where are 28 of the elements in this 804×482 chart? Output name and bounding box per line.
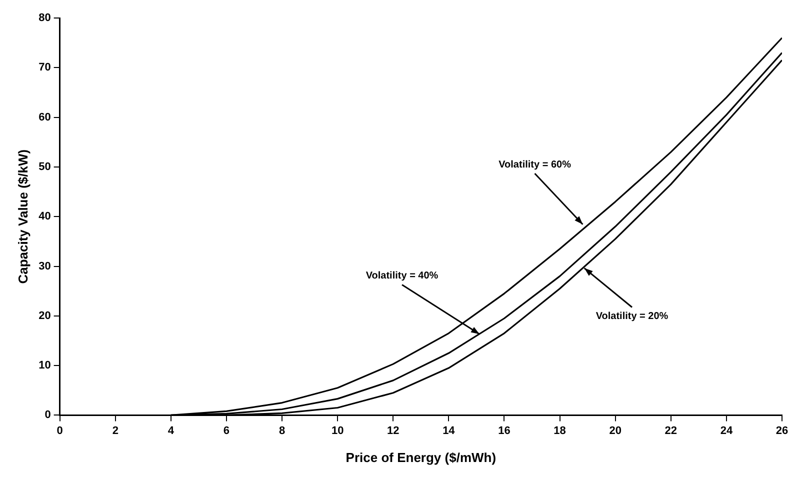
y-tick-label: 10 [38, 360, 51, 372]
x-axis-title: Price of Energy ($/mWh) [346, 450, 496, 465]
x-tick-label: 6 [223, 424, 230, 437]
y-tick-label: 70 [38, 62, 51, 74]
y-tick-label: 60 [38, 111, 51, 124]
x-tick-label: 2 [112, 424, 118, 437]
annotation: Volatility = 40% [366, 270, 438, 282]
x-tick-label: 16 [498, 424, 510, 437]
x-tick-label: 0 [56, 424, 63, 437]
y-tick-label: 80 [38, 12, 51, 24]
x-tick-label: 26 [776, 424, 788, 437]
y-tick-label: 50 [38, 160, 51, 173]
y-tick-label: 20 [38, 310, 51, 322]
y-tick-label: 30 [38, 260, 51, 272]
y-axis-title: Capacity Value ($/kW) [15, 149, 30, 284]
x-tick-label: 4 [168, 424, 175, 437]
x-tick-label: 22 [664, 424, 678, 437]
x-tick-label: 20 [609, 424, 622, 437]
y-tick-label: 40 [38, 210, 51, 223]
x-tick-label: 12 [387, 424, 400, 437]
x-tick-label: 14 [442, 424, 456, 437]
annotation: Volatility = 60% [498, 159, 572, 170]
x-tick-label: 10 [331, 424, 344, 437]
x-tick-label: 8 [278, 424, 286, 437]
x-tick-label: 18 [554, 424, 566, 437]
y-tick-label: 0 [44, 409, 51, 422]
annotation: Volatility = 20% [596, 311, 668, 322]
x-tick-label: 24 [720, 424, 734, 437]
